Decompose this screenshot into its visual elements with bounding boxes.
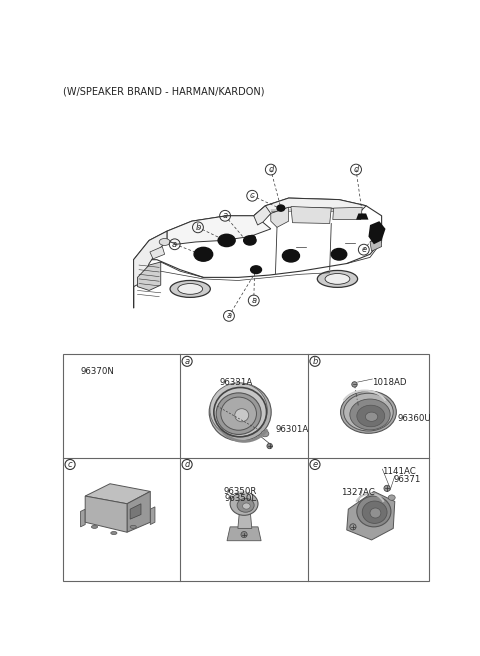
- Circle shape: [267, 443, 272, 449]
- Text: c: c: [68, 460, 72, 469]
- Ellipse shape: [170, 281, 210, 297]
- Polygon shape: [85, 496, 127, 532]
- Polygon shape: [291, 207, 331, 224]
- Ellipse shape: [282, 250, 300, 262]
- Ellipse shape: [350, 399, 390, 430]
- Ellipse shape: [159, 239, 170, 245]
- Ellipse shape: [357, 405, 385, 427]
- Ellipse shape: [130, 525, 136, 528]
- Text: 96370N: 96370N: [80, 367, 114, 376]
- Polygon shape: [370, 237, 382, 251]
- Text: e: e: [312, 460, 318, 469]
- Polygon shape: [356, 213, 369, 220]
- Text: d: d: [184, 460, 190, 469]
- Polygon shape: [369, 221, 385, 244]
- Ellipse shape: [210, 383, 267, 437]
- Ellipse shape: [325, 274, 350, 284]
- Ellipse shape: [340, 391, 396, 434]
- Ellipse shape: [317, 270, 358, 287]
- Ellipse shape: [365, 412, 378, 421]
- Ellipse shape: [221, 397, 256, 430]
- Ellipse shape: [194, 247, 213, 261]
- Text: (W/SPEAKER BRAND - HARMAN/KARDON): (W/SPEAKER BRAND - HARMAN/KARDON): [63, 87, 264, 96]
- Ellipse shape: [344, 393, 393, 431]
- Ellipse shape: [230, 492, 258, 516]
- Circle shape: [384, 485, 390, 491]
- Polygon shape: [150, 247, 165, 259]
- Polygon shape: [271, 207, 288, 228]
- Polygon shape: [130, 504, 141, 519]
- Polygon shape: [167, 216, 271, 244]
- Text: 96350L: 96350L: [224, 494, 256, 502]
- Polygon shape: [85, 483, 150, 504]
- Ellipse shape: [235, 409, 249, 422]
- Polygon shape: [333, 207, 362, 220]
- Text: 1018AD: 1018AD: [372, 379, 407, 387]
- Polygon shape: [127, 491, 150, 532]
- Text: 96371: 96371: [393, 474, 420, 483]
- Polygon shape: [133, 231, 167, 287]
- Polygon shape: [254, 198, 366, 221]
- Polygon shape: [133, 198, 382, 308]
- Text: 96360U: 96360U: [398, 414, 432, 422]
- Polygon shape: [150, 507, 155, 525]
- Text: a: a: [172, 240, 177, 249]
- Ellipse shape: [388, 495, 395, 501]
- Circle shape: [350, 523, 356, 530]
- Polygon shape: [81, 509, 85, 527]
- Text: 96331A: 96331A: [220, 379, 253, 387]
- Text: a: a: [251, 296, 256, 305]
- Text: a: a: [227, 312, 231, 320]
- Ellipse shape: [277, 205, 285, 211]
- Ellipse shape: [111, 531, 117, 535]
- Text: e: e: [361, 245, 366, 254]
- Ellipse shape: [251, 266, 262, 274]
- Ellipse shape: [242, 503, 250, 509]
- Text: 96301A: 96301A: [276, 424, 309, 434]
- Text: a: a: [184, 357, 190, 366]
- Ellipse shape: [216, 393, 261, 434]
- Text: d: d: [268, 165, 274, 174]
- Ellipse shape: [362, 501, 387, 523]
- Bar: [63, 354, 429, 581]
- Polygon shape: [347, 491, 395, 540]
- Text: b: b: [312, 357, 318, 366]
- Text: 1327AC: 1327AC: [340, 488, 374, 497]
- Ellipse shape: [237, 499, 254, 512]
- Circle shape: [352, 382, 357, 387]
- Ellipse shape: [357, 496, 391, 527]
- Ellipse shape: [91, 525, 97, 528]
- Ellipse shape: [370, 508, 381, 518]
- Text: b: b: [195, 223, 201, 232]
- Ellipse shape: [244, 236, 256, 245]
- Ellipse shape: [209, 383, 271, 441]
- Circle shape: [241, 531, 247, 538]
- Ellipse shape: [218, 234, 235, 247]
- Polygon shape: [137, 262, 161, 291]
- Ellipse shape: [249, 236, 255, 241]
- Text: 96350R: 96350R: [224, 487, 257, 496]
- Ellipse shape: [331, 249, 347, 260]
- Text: 1141AC: 1141AC: [382, 467, 415, 476]
- Ellipse shape: [261, 430, 269, 437]
- Polygon shape: [227, 527, 261, 541]
- Text: a: a: [223, 211, 228, 220]
- Ellipse shape: [178, 283, 203, 295]
- Polygon shape: [238, 512, 252, 528]
- Text: d: d: [353, 165, 359, 174]
- Text: c: c: [250, 192, 254, 200]
- Polygon shape: [254, 206, 271, 225]
